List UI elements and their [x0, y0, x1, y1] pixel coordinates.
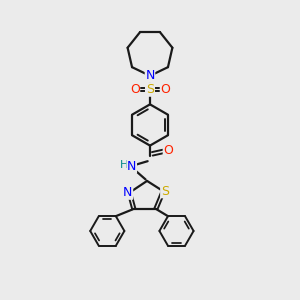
Text: N: N: [123, 186, 133, 199]
Text: S: S: [161, 185, 169, 198]
Text: N: N: [127, 160, 136, 173]
Text: O: O: [130, 83, 140, 96]
Text: S: S: [146, 83, 154, 96]
Text: N: N: [145, 69, 155, 82]
Text: H: H: [120, 160, 129, 170]
Text: O: O: [163, 144, 173, 158]
Text: O: O: [160, 83, 170, 96]
